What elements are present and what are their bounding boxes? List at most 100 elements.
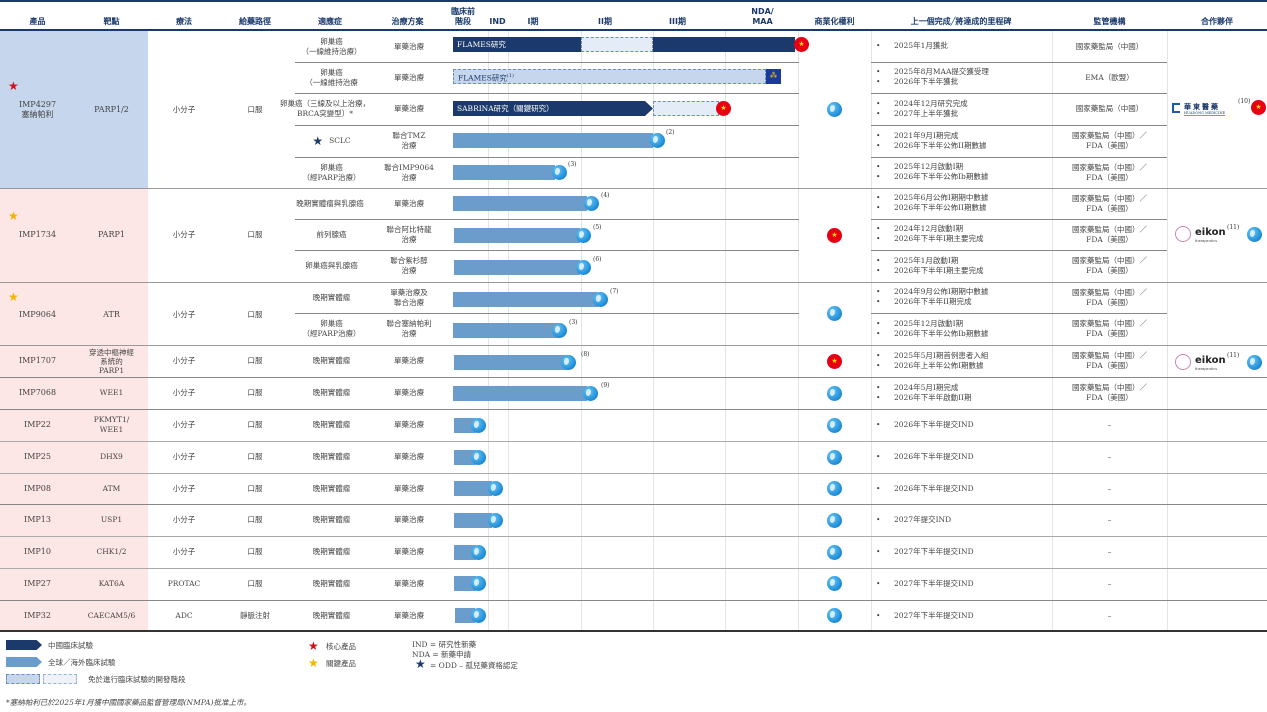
group-divider [0, 536, 1267, 537]
global-rights-globe-icon [827, 481, 842, 496]
global-rights-globe-icon [827, 576, 842, 591]
indication: 晚期實體瘤 [312, 388, 351, 397]
footnote-ref: (5) [593, 224, 602, 231]
header-nda-maa: NDA/MAA [751, 7, 774, 26]
route: 口服 [247, 452, 263, 461]
global-rights-globe-icon [827, 545, 842, 560]
header-modality: 療法 [176, 17, 192, 26]
row-divider [871, 313, 1167, 314]
grid-end [798, 31, 799, 631]
modality: 小分子 [172, 515, 196, 524]
milestone: 2025年12月啟動I期2026年下半年公佈Ib期數據 [872, 162, 988, 182]
eikon-logo-icon [1175, 226, 1191, 242]
product-chinese-name: 塞納帕利 [21, 110, 54, 119]
footnote: *塞納帕利已於2025年1月獲中國國家藥品監督管理局(NMPA)批准上市。 [6, 698, 251, 707]
modality: 小分子 [172, 310, 196, 319]
modality: PROTAC [167, 579, 201, 588]
product-name: IMP10 [24, 547, 51, 556]
row-divider [295, 93, 799, 94]
group-divider [0, 600, 1267, 601]
indication: 前列腺癌 [316, 229, 347, 239]
indication: 晚期實體瘤 [312, 420, 351, 429]
regulator: – [1107, 420, 1112, 429]
milestone: 2024年12月研究完成2027年上半年獲批 [872, 99, 968, 119]
target: CHK1/2 [96, 547, 127, 556]
product-name: IMP08 [24, 483, 51, 493]
milestone: 2026年下半年提交IND [872, 420, 974, 430]
route: 口服 [247, 420, 263, 429]
huadong-logo-icon [1172, 103, 1180, 113]
grid-ph3 [653, 31, 654, 631]
header-rule [0, 29, 1267, 31]
indication: 卵巢癌與乳腺癌 [305, 261, 358, 270]
indication: 卵巢癌（三線及以上治療， BRCA突變型）* [280, 99, 370, 118]
footnote-ref: (4) [601, 192, 610, 199]
group-divider [0, 377, 1267, 378]
regimen: 單藥治療 [394, 610, 424, 620]
regimen: 聯合塞納帕利 治療 [386, 319, 432, 338]
milestone: 2025年1月獲批 [872, 41, 948, 51]
row-divider [295, 125, 799, 126]
partner-eikon[interactable]: eikon therapeutics (11) [1175, 224, 1267, 246]
globe-icon [1247, 355, 1262, 370]
globe-icon [576, 228, 591, 243]
target: PKMYT1/ WEE1 [93, 415, 130, 434]
product-name: IMP22 [24, 420, 51, 429]
header-preclinical: 臨床前 階段 [451, 7, 475, 26]
regimen: 單藥治療 [394, 72, 424, 82]
target: KAT6A [98, 579, 125, 588]
globe-icon [471, 450, 486, 465]
regulator: – [1107, 452, 1112, 461]
odd-star-icon: ★ [312, 134, 324, 148]
bar-china-trial: SABRINA研究（關鍵研究） [453, 101, 653, 116]
globe-icon [488, 481, 503, 496]
bar-china-trial: FLAMES研究 [453, 37, 581, 52]
group-divider [0, 568, 1267, 569]
modality: 小分子 [172, 230, 196, 239]
china-flag-icon: ★ [794, 37, 809, 52]
indication: 卵巢癌 （一線維持治療 [305, 67, 358, 87]
group-divider [0, 504, 1267, 505]
product-name: IMP9064 [18, 310, 57, 319]
modality: 小分子 [172, 356, 196, 365]
global-rights-globe-icon [827, 386, 842, 401]
regimen: 單藥治療 [394, 483, 424, 493]
bar-global-trial [453, 196, 587, 211]
globe-icon [584, 196, 599, 211]
footnote-ref: (9) [601, 382, 610, 389]
modality: 小分子 [172, 420, 196, 429]
route: 口服 [247, 230, 263, 239]
key-product-star-icon: ★ [8, 290, 19, 304]
regimen: 單藥治療 [394, 579, 424, 588]
globe-icon [593, 292, 608, 307]
row-divider [871, 62, 1167, 63]
milestone: 2024年5月I期完成2026年下半年啟動II期 [872, 383, 972, 403]
milestone: 2025年12月啟動I期2026年下半年公佈Ib期數據 [872, 319, 988, 339]
indication: 晚期實體瘤 [312, 547, 351, 556]
header-product: 產品 [29, 17, 46, 26]
product-name: IMP27 [24, 579, 51, 588]
core-star-icon: ★ [308, 639, 319, 653]
global-rights-globe-icon [827, 608, 842, 623]
milestone: 2027年下半年提交IND [872, 611, 974, 621]
regimen: 單藥治療 [394, 104, 424, 113]
modality: 小分子 [172, 105, 196, 114]
regimen: 單藥治療 [394, 388, 424, 397]
regimen: 單藥治療 [394, 515, 424, 524]
global-rights-globe-icon [827, 306, 842, 321]
footnote-ref: (8) [581, 351, 590, 358]
core-product-star-icon: ★ [8, 79, 19, 93]
partner-eikon[interactable]: eikon therapeutics (11) [1175, 352, 1267, 374]
regimen: 聯合阿比特龍 治療 [386, 224, 432, 244]
globe-icon [471, 576, 486, 591]
indication: 卵巢癌 （經PARP治療） [302, 162, 361, 182]
target: PARP1/2 [94, 105, 129, 114]
milestone: 2025年1月啟動I期2026年下半年I期主要完成 [872, 256, 984, 276]
partner-huadong[interactable]: 華東醫藥 HUADONG MEDICINE (10) ★ [1172, 98, 1267, 118]
footnote-ref: (11) [1227, 352, 1240, 359]
indication: 晚期實體瘤 [312, 292, 351, 302]
indication: 晚期實體瘤 [312, 452, 351, 461]
bar-global-trial [454, 450, 476, 465]
bar-global-trial [455, 608, 475, 623]
row-divider [871, 219, 1167, 220]
